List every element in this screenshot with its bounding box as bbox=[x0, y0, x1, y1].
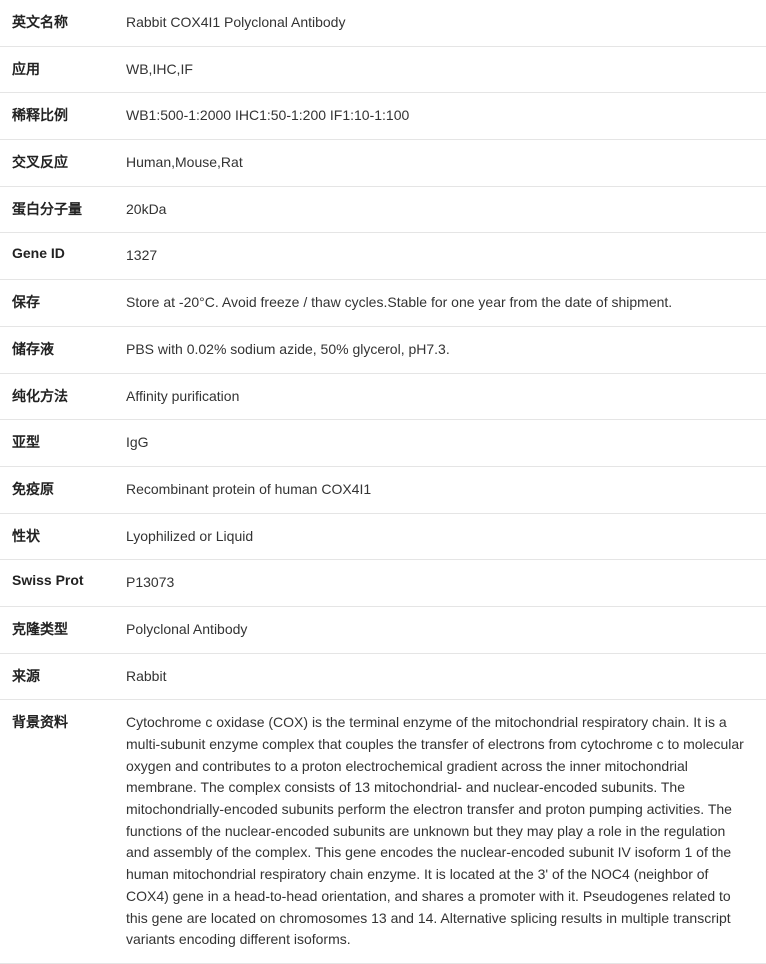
row-label: 背景资料 bbox=[0, 700, 120, 964]
table-row: 背景资料 Cytochrome c oxidase (COX) is the t… bbox=[0, 700, 766, 964]
table-row: 来源 Rabbit bbox=[0, 653, 766, 700]
table-row: 亚型 IgG bbox=[0, 420, 766, 467]
row-label: Gene ID bbox=[0, 233, 120, 280]
row-label: 英文名称 bbox=[0, 0, 120, 46]
row-value: Cytochrome c oxidase (COX) is the termin… bbox=[120, 700, 766, 964]
table-row: 英文名称 Rabbit COX4I1 Polyclonal Antibody bbox=[0, 0, 766, 46]
row-value: Rabbit bbox=[120, 653, 766, 700]
table-row: 稀释比例 WB1:500-1:2000 IHC1:50-1:200 IF1:10… bbox=[0, 93, 766, 140]
row-label: 应用 bbox=[0, 46, 120, 93]
row-value: WB,IHC,IF bbox=[120, 46, 766, 93]
row-value: Store at -20°C. Avoid freeze / thaw cycl… bbox=[120, 280, 766, 327]
row-label: 来源 bbox=[0, 653, 120, 700]
row-label: 蛋白分子量 bbox=[0, 186, 120, 233]
row-value: PBS with 0.02% sodium azide, 50% glycero… bbox=[120, 326, 766, 373]
row-value: Lyophilized or Liquid bbox=[120, 513, 766, 560]
table-row: Gene ID 1327 bbox=[0, 233, 766, 280]
table-row: 交叉反应 Human,Mouse,Rat bbox=[0, 140, 766, 187]
row-label: 稀释比例 bbox=[0, 93, 120, 140]
row-value: Human,Mouse,Rat bbox=[120, 140, 766, 187]
table-row: Swiss Prot P13073 bbox=[0, 560, 766, 607]
spec-table: 英文名称 Rabbit COX4I1 Polyclonal Antibody 应… bbox=[0, 0, 766, 964]
row-label: 免疫原 bbox=[0, 466, 120, 513]
row-value: 1327 bbox=[120, 233, 766, 280]
table-row: 免疫原 Recombinant protein of human COX4I1 bbox=[0, 466, 766, 513]
row-value: Rabbit COX4I1 Polyclonal Antibody bbox=[120, 0, 766, 46]
row-value: WB1:500-1:2000 IHC1:50-1:200 IF1:10-1:10… bbox=[120, 93, 766, 140]
table-row: 储存液 PBS with 0.02% sodium azide, 50% gly… bbox=[0, 326, 766, 373]
table-row: 应用 WB,IHC,IF bbox=[0, 46, 766, 93]
table-row: 性状 Lyophilized or Liquid bbox=[0, 513, 766, 560]
table-row: 纯化方法 Affinity purification bbox=[0, 373, 766, 420]
row-label: 纯化方法 bbox=[0, 373, 120, 420]
row-label: 储存液 bbox=[0, 326, 120, 373]
row-value: Polyclonal Antibody bbox=[120, 606, 766, 653]
row-value: IgG bbox=[120, 420, 766, 467]
row-label: 性状 bbox=[0, 513, 120, 560]
table-row: 克隆类型 Polyclonal Antibody bbox=[0, 606, 766, 653]
row-value: P13073 bbox=[120, 560, 766, 607]
row-value: Recombinant protein of human COX4I1 bbox=[120, 466, 766, 513]
row-label: 克隆类型 bbox=[0, 606, 120, 653]
row-value: Affinity purification bbox=[120, 373, 766, 420]
table-row: 保存 Store at -20°C. Avoid freeze / thaw c… bbox=[0, 280, 766, 327]
row-label: 交叉反应 bbox=[0, 140, 120, 187]
spec-table-body: 英文名称 Rabbit COX4I1 Polyclonal Antibody 应… bbox=[0, 0, 766, 963]
row-value: 20kDa bbox=[120, 186, 766, 233]
table-row: 蛋白分子量 20kDa bbox=[0, 186, 766, 233]
row-label: 保存 bbox=[0, 280, 120, 327]
row-label: Swiss Prot bbox=[0, 560, 120, 607]
row-label: 亚型 bbox=[0, 420, 120, 467]
